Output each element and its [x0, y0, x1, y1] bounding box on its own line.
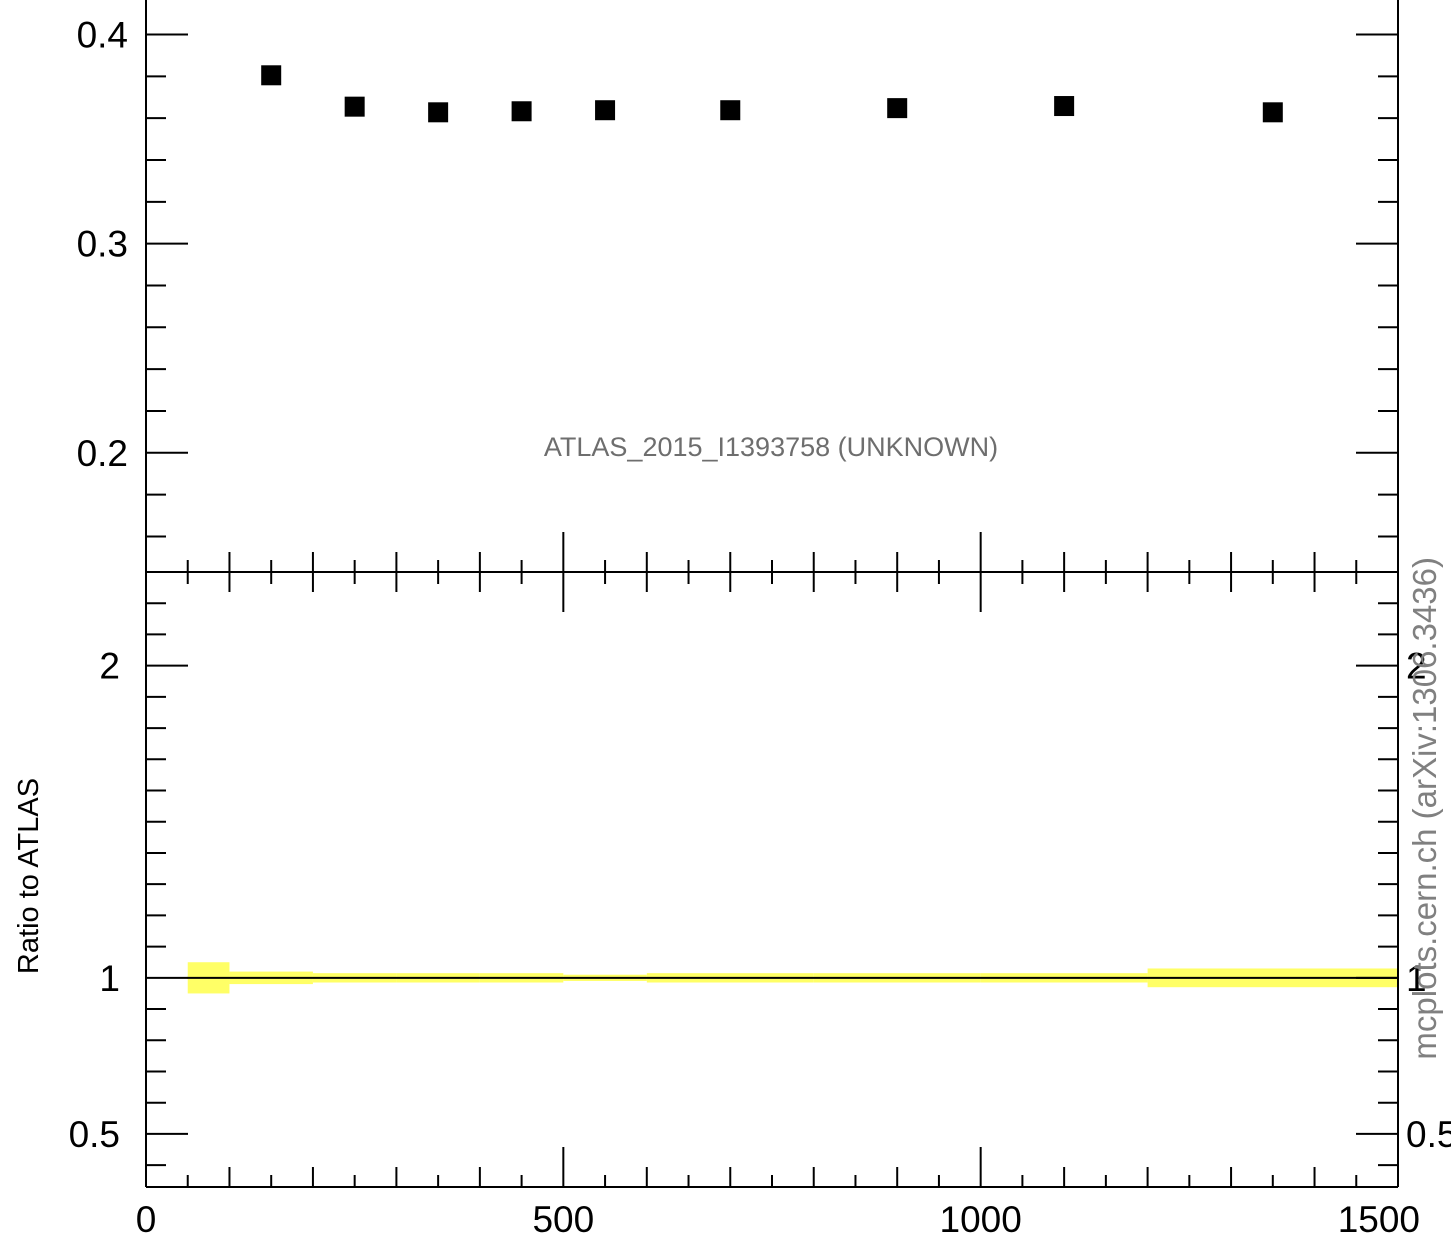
- ratio-y-tick-label-left: 2: [99, 646, 120, 687]
- data-point-marker: [1054, 96, 1075, 117]
- data-point-marker: [595, 100, 616, 121]
- main-data-points: [261, 65, 1283, 123]
- x-tick-label: 500: [532, 1199, 594, 1240]
- data-point-marker: [1262, 102, 1283, 123]
- x-tick-label: 1500: [1338, 1199, 1420, 1240]
- data-point-marker: [428, 102, 449, 123]
- ratio-axis-ticks: [145, 571, 1399, 1187]
- main-panel: 0.2 0.3 0.4 ATLAS_2015_I1393758 (UNKNOWN): [77, 15, 1399, 572]
- ratio-y-tick-label-right: 0.5: [1406, 1114, 1451, 1155]
- main-y-tick-label: 0.4: [77, 15, 128, 56]
- x-tick-label: 1000: [940, 1199, 1022, 1240]
- data-point-marker: [887, 98, 908, 119]
- main-axis-ticks: [145, 33, 1399, 572]
- main-y-tick-labels: 0.2 0.3 0.4: [77, 15, 128, 474]
- data-point-marker: [261, 65, 282, 86]
- ratio-y-tick-label-right: 1: [1406, 958, 1427, 999]
- ratio-y-tick-label-left: 0.5: [69, 1114, 120, 1155]
- ratio-y-tick-labels: 0.5 0.5 1 1 2 2: [69, 646, 1451, 1155]
- ratio-y-axis-label: Ratio to ATLAS: [13, 778, 45, 974]
- x-tick-label: 0: [136, 1199, 157, 1240]
- ratio-y-tick-label-left: 1: [99, 958, 120, 999]
- data-point-marker: [344, 96, 365, 117]
- analysis-annotation: ATLAS_2015_I1393758 (UNKNOWN): [544, 432, 998, 462]
- x-tick-labels: 0 500 1000 1500: [136, 1199, 1420, 1240]
- ratio-y-tick-label-right: 2: [1406, 646, 1427, 687]
- data-point-marker: [511, 101, 532, 122]
- ratio-panel: 0.5 0.5 1 1 2 2 0 500 1000 1500 Ratio to ATLAS: [13, 571, 1451, 1240]
- main-y-tick-label: 0.3: [77, 224, 128, 265]
- data-point-marker: [720, 100, 741, 121]
- mcplots-watermark: mcplots.cern.ch (arXiv:1306.3436): [1406, 557, 1443, 1060]
- axis-frames: [145, 0, 1399, 1188]
- main-y-tick-label: 0.2: [77, 433, 128, 474]
